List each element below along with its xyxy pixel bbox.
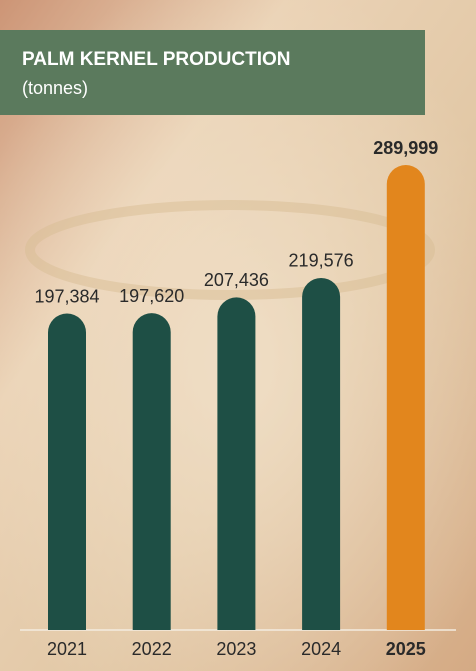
chart-title: PALM KERNEL PRODUCTION (22, 49, 290, 70)
bar (302, 277, 341, 630)
bar (48, 313, 86, 630)
value-label: 207,436 (204, 270, 269, 290)
x-tick-label: 2024 (301, 639, 341, 659)
chart-subtitle: (tonnes) (22, 78, 88, 98)
bar (217, 297, 256, 630)
x-tick-label: 2025 (386, 639, 426, 659)
bar (132, 313, 171, 630)
value-label: 197,384 (34, 286, 99, 306)
value-label: 219,576 (289, 251, 354, 271)
bar (386, 165, 425, 630)
basket-rim (25, 200, 435, 300)
value-label: 289,999 (373, 138, 438, 158)
x-tick-label: 2021 (47, 639, 87, 659)
title-box (0, 30, 425, 115)
x-tick-label: 2022 (132, 639, 172, 659)
value-label: 197,620 (119, 286, 184, 306)
x-tick-label: 2023 (216, 639, 256, 659)
